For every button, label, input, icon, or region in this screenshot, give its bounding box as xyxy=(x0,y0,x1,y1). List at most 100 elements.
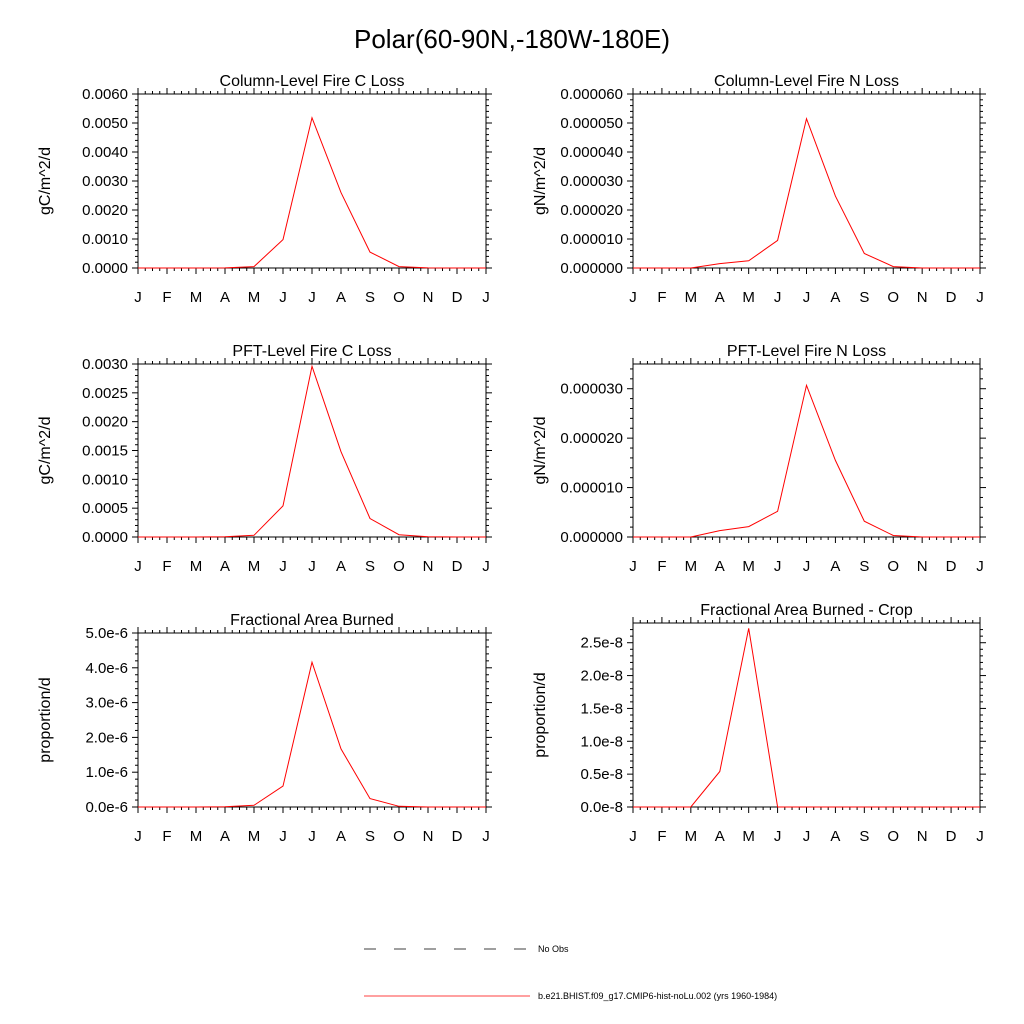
y-tick-label: 0.0e-8 xyxy=(580,799,623,816)
x-tick-label: D xyxy=(946,828,957,845)
x-tick-label: F xyxy=(657,828,666,845)
series-line-1 xyxy=(633,116,980,269)
x-tick-label: J xyxy=(134,558,142,575)
y-tick-label: 1.0e-8 xyxy=(580,733,623,750)
y-tick-label: 0.000010 xyxy=(560,231,623,248)
y-tick-label: 1.5e-8 xyxy=(580,700,623,717)
x-tick-label: N xyxy=(423,558,434,575)
x-tick-label: A xyxy=(830,558,840,575)
x-tick-label: J xyxy=(803,289,811,306)
series-line-1 xyxy=(138,116,486,269)
y-tick-label: 3.0e-6 xyxy=(85,695,128,712)
x-tick-label: M xyxy=(742,828,755,845)
plot-frame xyxy=(137,363,487,538)
x-tick-label: O xyxy=(887,289,899,306)
x-tick-label: A xyxy=(220,828,230,845)
y-tick-label: 0.0050 xyxy=(82,115,128,132)
x-tick-label: A xyxy=(830,289,840,306)
x-tick-label: J xyxy=(629,289,637,306)
x-tick-label: F xyxy=(162,289,171,306)
plot-frame xyxy=(632,363,981,538)
x-tick-label: J xyxy=(629,828,637,845)
y-tick-label: 0.0040 xyxy=(82,144,128,161)
series-line-1 xyxy=(633,383,980,538)
x-tick-label: S xyxy=(859,828,869,845)
x-tick-label: F xyxy=(162,558,171,575)
plot-frame xyxy=(137,632,487,808)
x-tick-label: M xyxy=(742,289,755,306)
y-tick-label: 0.0060 xyxy=(82,86,128,103)
y-tick-label: 1.0e-6 xyxy=(85,764,128,781)
panel-title: Column-Level Fire C Loss xyxy=(220,73,405,90)
y-tick-label: 2.0e-6 xyxy=(85,729,128,746)
x-tick-label: J xyxy=(629,558,637,575)
x-tick-label: J xyxy=(482,289,490,306)
x-tick-label: F xyxy=(162,828,171,845)
y-tick-label: 0.000060 xyxy=(560,86,623,103)
y-tick-label: 0.0020 xyxy=(82,202,128,219)
series-line-1 xyxy=(138,660,486,808)
x-tick-label: M xyxy=(248,558,261,575)
x-tick-label: A xyxy=(220,558,230,575)
x-tick-label: D xyxy=(452,828,463,845)
y-tick-label: 0.0e-6 xyxy=(85,799,128,816)
x-tick-label: M xyxy=(190,828,203,845)
x-tick-label: A xyxy=(336,289,346,306)
x-tick-label: J xyxy=(279,289,287,306)
y-tick-label: 0.0010 xyxy=(82,231,128,248)
y-tick-label: 0.0030 xyxy=(82,356,128,373)
y-tick-label: 4.0e-6 xyxy=(85,660,128,677)
x-tick-label: S xyxy=(859,558,869,575)
series-line-1 xyxy=(138,364,486,538)
x-tick-label: J xyxy=(279,828,287,845)
panel-title: PFT-Level Fire C Loss xyxy=(232,343,391,360)
x-tick-label: A xyxy=(336,558,346,575)
panel-title: PFT-Level Fire N Loss xyxy=(727,343,886,360)
y-tick-label: 5.0e-6 xyxy=(85,625,128,642)
x-tick-label: J xyxy=(803,558,811,575)
x-tick-label: J xyxy=(976,289,984,306)
x-tick-label: M xyxy=(190,289,203,306)
x-tick-label: J xyxy=(803,828,811,845)
x-tick-label: S xyxy=(365,558,375,575)
x-tick-label: J xyxy=(976,558,984,575)
x-tick-label: A xyxy=(220,289,230,306)
x-tick-label: O xyxy=(393,558,405,575)
y-tick-label: 0.0000 xyxy=(82,529,128,546)
x-tick-label: J xyxy=(308,828,316,845)
x-tick-label: J xyxy=(482,558,490,575)
x-tick-label: F xyxy=(657,289,666,306)
x-tick-label: F xyxy=(657,558,666,575)
x-tick-label: J xyxy=(134,828,142,845)
x-tick-label: N xyxy=(917,558,928,575)
x-tick-label: J xyxy=(308,289,316,306)
y-tick-label: 2.5e-8 xyxy=(580,635,623,652)
legend: No Obs b.e21.BHIST.f09_g17.CMIP6-hist-no… xyxy=(364,944,777,1001)
y-axis-label: proportion/d xyxy=(37,677,54,762)
y-tick-label: 0.0015 xyxy=(82,443,128,460)
y-axis-label: gC/m^2/d xyxy=(37,147,54,215)
x-tick-label: J xyxy=(774,289,782,306)
x-tick-label: J xyxy=(279,558,287,575)
x-tick-label: N xyxy=(917,289,928,306)
x-tick-label: O xyxy=(393,828,405,845)
y-tick-label: 0.0010 xyxy=(82,471,128,488)
x-tick-label: N xyxy=(917,828,928,845)
x-tick-label: O xyxy=(887,828,899,845)
y-tick-label: 0.5e-8 xyxy=(580,766,623,783)
x-tick-label: M xyxy=(685,558,698,575)
x-tick-label: A xyxy=(830,828,840,845)
panel-title: Fractional Area Burned - Crop xyxy=(700,602,913,619)
x-tick-label: D xyxy=(946,558,957,575)
x-tick-label: J xyxy=(774,558,782,575)
y-tick-label: 0.0025 xyxy=(82,385,128,402)
x-tick-label: J xyxy=(482,828,490,845)
y-tick-label: 0.000040 xyxy=(560,144,623,161)
